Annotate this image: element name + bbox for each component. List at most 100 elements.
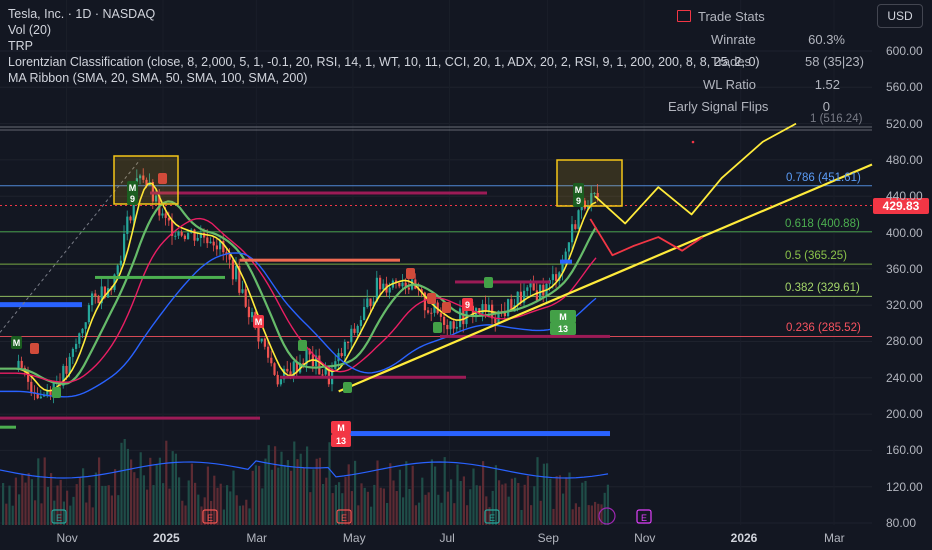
candle-body	[459, 308, 462, 328]
volume-bar	[453, 503, 456, 525]
candle-body	[321, 374, 324, 376]
volume-bar	[322, 483, 325, 525]
indicator-lorentzian[interactable]: Lorentzian Classification (close, 8, 2,0…	[8, 55, 760, 69]
last-price-tag: 429.83	[873, 198, 929, 214]
candle-body	[78, 333, 81, 344]
volume-bar	[536, 457, 539, 525]
candle-body	[369, 298, 372, 307]
volume-bar	[194, 482, 197, 525]
indicator-trp[interactable]: TRP	[8, 39, 33, 53]
candle-body	[203, 232, 206, 238]
volume-bar	[405, 461, 408, 525]
volume-bar	[114, 469, 117, 525]
volume-bar	[533, 486, 536, 525]
volume-bar	[430, 459, 433, 525]
volume-bar	[206, 466, 209, 525]
candle-body	[286, 368, 289, 372]
candle-body	[343, 341, 347, 357]
volume-bar	[309, 492, 312, 525]
candle-body	[145, 179, 148, 186]
candle-body	[462, 308, 465, 325]
candle-body	[251, 312, 254, 318]
buy-signal-marker-label: M	[559, 312, 567, 322]
volume-bar	[578, 506, 581, 525]
candle-body	[257, 323, 260, 342]
candle-body	[155, 195, 158, 202]
volume-bar	[382, 488, 385, 525]
time-tick-label: May	[342, 531, 366, 545]
symbol-title[interactable]: Tesla, Inc. · 1D · NASDAQ	[8, 7, 156, 21]
candle-body	[407, 287, 411, 290]
volume-bar	[581, 482, 584, 525]
volume-bar	[494, 465, 497, 525]
candle-body	[497, 310, 500, 324]
indicator-ma-ribbon[interactable]: MA Ribbon (SMA, 20, SMA, 50, SMA, 100, S…	[8, 71, 308, 85]
earnings-marker-label: E	[489, 513, 495, 523]
indicator-volume[interactable]: Vol (20)	[8, 23, 52, 37]
candle-body	[244, 289, 247, 307]
volume-bar	[59, 479, 62, 525]
time-tick-label: Sep	[537, 531, 559, 545]
fib-label: 0.236 (285.52)	[786, 322, 861, 335]
price-tick-label: 280.00	[886, 334, 923, 349]
volume-bar	[2, 483, 5, 525]
candle-body	[510, 299, 513, 312]
volume-bar	[235, 495, 238, 525]
candle-body	[577, 210, 580, 229]
candle-body	[439, 313, 443, 317]
currency-button[interactable]: USD	[877, 4, 923, 28]
candle-body	[30, 381, 33, 393]
volume-bar	[571, 509, 574, 525]
candle-body	[71, 348, 75, 357]
candle-body	[283, 368, 286, 380]
earnings-marker-label: E	[207, 513, 213, 523]
early-flips-label: Early Signal Flips	[668, 99, 769, 114]
candle-body	[263, 338, 267, 347]
candle-body	[39, 396, 43, 399]
candle-body	[500, 310, 503, 312]
stats-icon	[677, 10, 691, 22]
earnings-marker	[336, 509, 352, 524]
buy-signal-marker-label: M	[13, 338, 21, 348]
volume-bar	[178, 477, 181, 525]
price-tick-label: 120.00	[886, 479, 923, 494]
candle-body	[427, 310, 430, 313]
candle-body	[20, 360, 23, 368]
sell-signal-marker	[253, 315, 264, 328]
volume-bar	[232, 470, 235, 525]
volume-bar	[539, 500, 542, 525]
ma-200-line	[0, 252, 597, 398]
volume-bar	[392, 480, 395, 525]
resistance-bar	[0, 416, 260, 420]
volume-bar	[414, 505, 417, 525]
dashed-trend	[0, 159, 141, 333]
candle-body	[487, 304, 491, 311]
price-tick-label: 160.00	[886, 443, 923, 458]
volume-bar	[251, 470, 254, 525]
candle-body	[379, 277, 382, 290]
support-bar	[0, 425, 16, 429]
volume-bar	[229, 491, 232, 525]
candle-body	[395, 280, 398, 283]
candle-body	[350, 328, 353, 343]
volume-bar	[219, 483, 222, 525]
time-tick-label: Jul	[439, 531, 455, 545]
candle-body	[68, 356, 71, 374]
volume-bar	[290, 470, 293, 525]
buy-signal-marker	[550, 310, 576, 323]
candle-body	[375, 277, 379, 302]
price-tick-label: 360.00	[886, 261, 923, 276]
volume-bar	[94, 472, 97, 525]
price-tick-label: 440.00	[886, 189, 923, 204]
candle-body	[17, 360, 20, 369]
fib-label: 0.786 (451.61)	[786, 171, 861, 184]
volume-bar	[584, 480, 587, 525]
candle-body	[103, 286, 107, 298]
volume-bar	[338, 482, 341, 525]
volume-bar	[293, 441, 296, 525]
trade-stats-panel: Trade Stats Winrate 60.3% Trades 58 (35|23…	[668, 9, 864, 122]
candle-body	[65, 365, 68, 374]
candle-body	[235, 265, 238, 280]
volume-bar	[370, 506, 373, 525]
